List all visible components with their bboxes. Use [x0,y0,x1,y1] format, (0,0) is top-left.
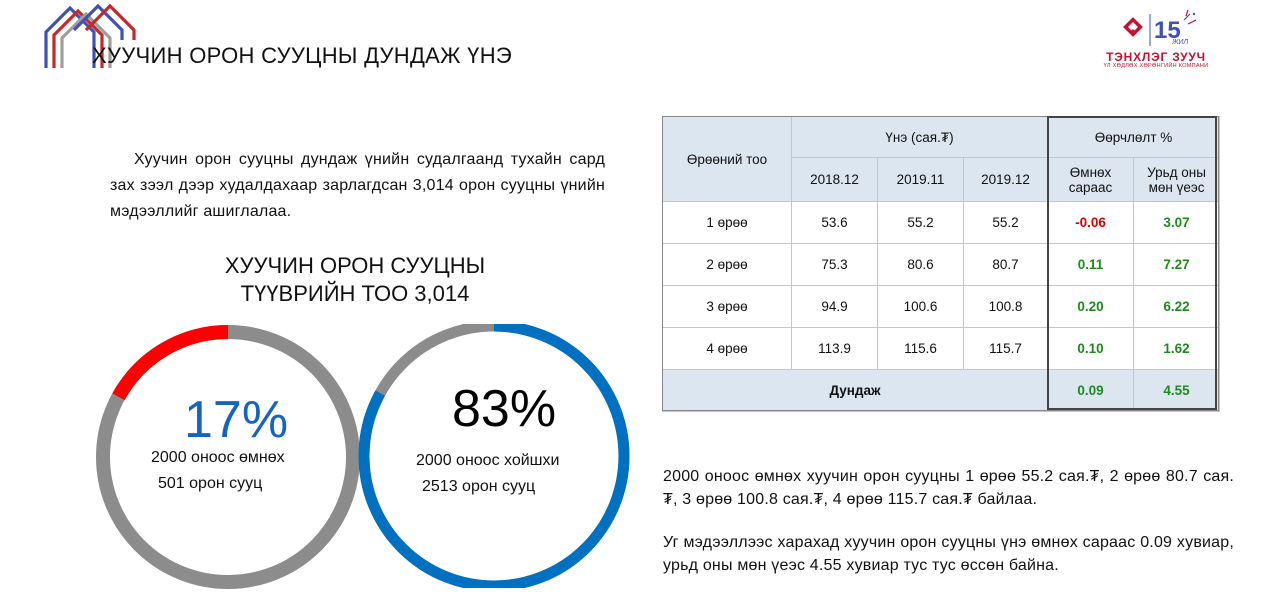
cell-rooms: 3 өрөө [662,285,792,328]
cell-average-yoy: 4.55 [1133,369,1221,412]
cell-average-label: Дундаж [661,369,1049,412]
ring-chart-before-2000 [96,325,360,589]
table-row: 2 өрөө 75.3 80.6 80.7 0.11 7.27 [662,243,1221,286]
col-header-mom: Өмнөх сараас [1047,157,1135,202]
cell-price: 75.3 [791,243,878,286]
logo-tagline: ҮЛ ХӨДЛӨХ ХӨРӨНГИЙН КОМПАНИ [1103,63,1209,69]
cell-price: 80.6 [877,243,964,286]
cell-change-yoy: 7.27 [1133,243,1221,286]
cell-change-yoy: 6.22 [1133,285,1221,328]
ring-label-line2: 2513 орон сууц [422,478,536,495]
logo-name: ТЭНХЛЭГ ЗУУЧ [1106,50,1206,64]
sample-heading-line1: ХУУЧИН ОРОН СУУЦНЫ [224,253,486,278]
ring-segment [96,325,360,589]
cell-price: 53.6 [791,201,878,244]
cell-price: 55.2 [962,201,1049,244]
ring-chart-after-2000 [358,324,630,588]
header-roof-graphic [44,3,136,68]
cell-rooms: 1 өрөө [662,201,792,244]
table-row: 3 өрөө 94.9 100.6 100.8 0.20 6.22 [662,285,1221,328]
cell-change-mom: 0.11 [1047,243,1135,286]
cell-price: 100.8 [962,285,1049,328]
cell-price: 115.7 [962,327,1049,370]
cell-price: 113.9 [791,327,878,370]
table-row: 1 өрөө 53.6 55.2 55.2 -0.06 3.07 [662,201,1221,244]
cell-change-mom: -0.06 [1047,201,1135,244]
ring-label-line2: 501 орон сууц [158,475,263,492]
cell-rooms: 4 өрөө [662,327,792,370]
cell-change-mom: 0.10 [1047,327,1135,370]
anniversary-word: ЖИЛ [1171,39,1188,46]
col-header-year: 2019.12 [962,157,1049,202]
summary-paragraph-2: Уг мэдээллээс харахад хуучин орон сууцны… [663,534,1234,574]
col-header-rooms: Өрөөний тоо [662,116,792,202]
ring-percent-before-2000: 17% [184,391,289,449]
page-title: ХУУЧИН ОРОН СУУЦНЫ ДУНДАЖ ҮНЭ [92,43,513,68]
sample-heading: ХУУЧИН ОРОН СУУЦНЫ ТҮҮВРИЙН ТОО 3,014 [190,252,520,308]
summary-paragraph-1: 2000 оноос өмнөх хуучин орон сууцны 1 өр… [663,468,1234,508]
intro-paragraph: Хуучин орон сууцны дундаж үнийн судалгаа… [110,151,605,220]
col-header-change-group: Өөрчлөлт % [1047,116,1221,158]
col-header-year: 2019.11 [877,157,964,202]
anniversary-number: 15 [1154,17,1181,44]
cell-average-mom: 0.09 [1047,369,1135,412]
cell-price: 80.7 [962,243,1049,286]
cell-change-yoy: 1.62 [1133,327,1221,370]
cell-price: 100.6 [877,285,964,328]
diamond-logo-icon [1123,17,1143,37]
table-row-average: Дундаж 0.09 4.55 [661,369,1221,412]
cell-price: 55.2 [877,201,964,244]
ring-percent-after-2000: 83% [452,380,557,438]
company-logo: 15 ЖИЛ [1123,9,1197,46]
cell-change-mom: 0.20 [1047,285,1135,328]
ring-label-after-2000: 2000 оноос хойшхи 2513 орон сууц [416,448,559,500]
ring-label-before-2000: 2000 оноос өмнөх 501 орон сууц [151,445,285,497]
col-header-year: 2018.12 [791,157,878,202]
cell-rooms: 2 өрөө [662,243,792,286]
col-header-price-group: Үнэ (сая.₮) [790,116,1049,158]
col-header-yoy: Урьд оны мөн үеэс [1133,157,1221,202]
ring-label-line1: 2000 оноос хойшхи [416,452,560,469]
sample-heading-line2: ТҮҮВРИЙН ТОО 3,014 [240,281,470,306]
ring-segment [358,324,630,588]
ring-label-line1: 2000 оноос өмнөх [151,449,285,466]
table-row: 4 өрөө 113.9 115.6 115.7 0.10 1.62 [662,327,1221,370]
price-table: Өрөөний тоо Үнэ (сая.₮) Өөрчлөлт % 2018.… [661,116,1221,412]
confetti-icon [1183,9,1197,25]
cell-change-yoy: 3.07 [1133,201,1221,244]
cell-price: 115.6 [877,327,964,370]
cell-price: 94.9 [791,285,878,328]
